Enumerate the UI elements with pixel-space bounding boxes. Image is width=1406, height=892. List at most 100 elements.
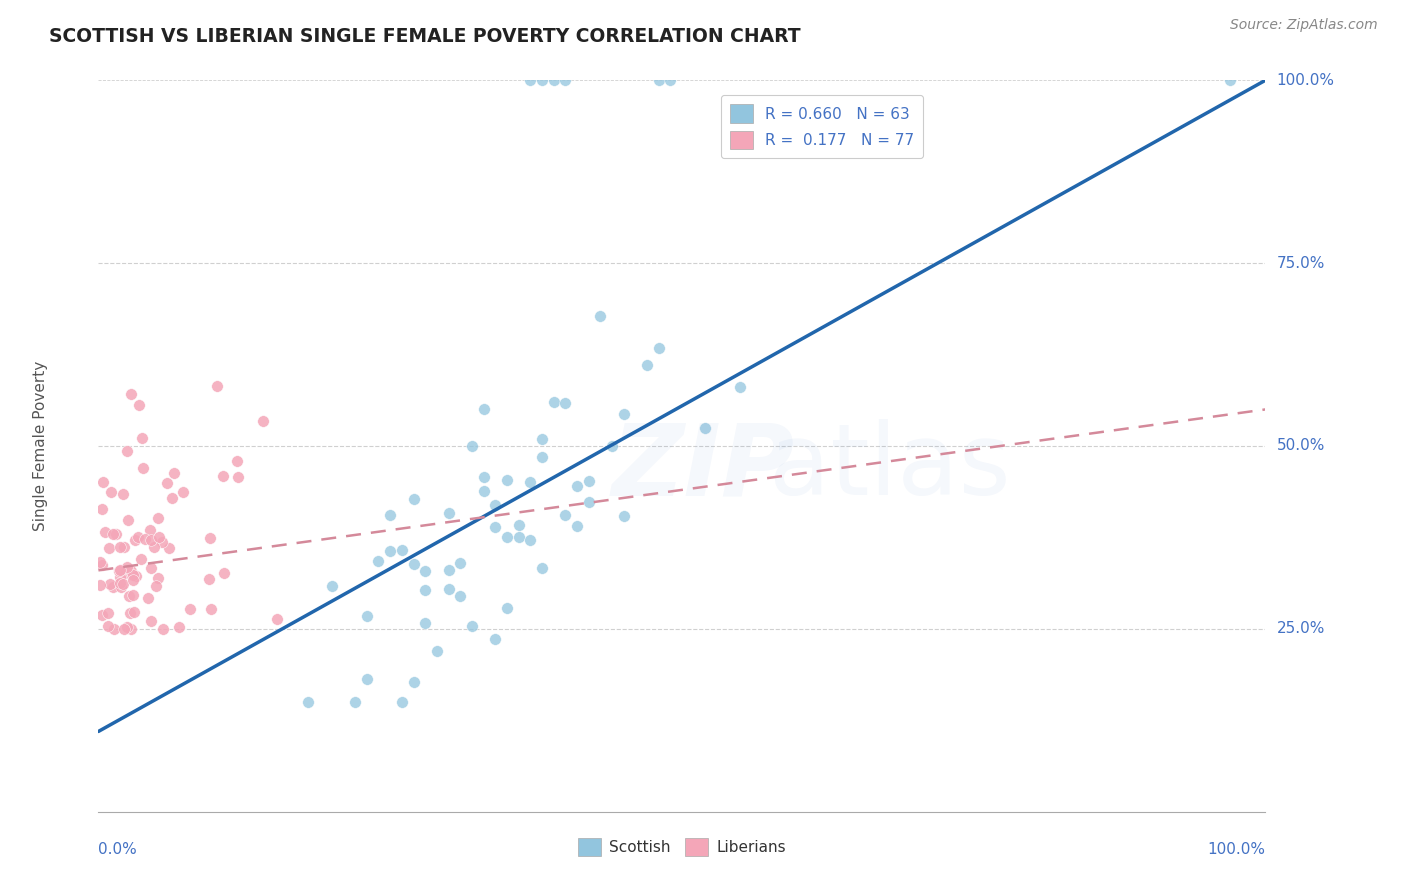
Point bbox=[132, 460, 155, 475]
Point bbox=[150, 535, 173, 549]
Point bbox=[97, 619, 120, 633]
Point bbox=[157, 541, 180, 555]
Point bbox=[139, 614, 162, 628]
Point bbox=[413, 564, 436, 578]
Point bbox=[112, 577, 135, 591]
Point bbox=[107, 565, 129, 579]
Point bbox=[565, 519, 588, 533]
Point bbox=[115, 560, 138, 574]
Point bbox=[413, 616, 436, 631]
Text: 50.0%: 50.0% bbox=[1277, 439, 1324, 453]
Point bbox=[98, 577, 121, 591]
Point bbox=[122, 574, 145, 588]
Text: ZIP: ZIP bbox=[612, 419, 794, 516]
Point bbox=[461, 619, 484, 633]
Point bbox=[437, 506, 460, 520]
Point bbox=[90, 501, 112, 516]
Point bbox=[554, 508, 576, 522]
Point bbox=[115, 620, 138, 634]
Point bbox=[103, 622, 125, 636]
Point bbox=[124, 605, 146, 619]
Point bbox=[228, 470, 250, 484]
Point bbox=[344, 695, 367, 709]
Point bbox=[449, 556, 471, 570]
Point bbox=[139, 523, 162, 537]
Point bbox=[118, 607, 141, 621]
Point bbox=[90, 608, 112, 623]
Point bbox=[266, 612, 288, 626]
Point bbox=[437, 563, 460, 577]
Point bbox=[124, 569, 146, 583]
Point bbox=[659, 73, 682, 87]
Point bbox=[100, 484, 122, 499]
Point bbox=[91, 558, 114, 572]
Point bbox=[449, 589, 471, 603]
Point bbox=[112, 540, 135, 554]
Point bbox=[367, 554, 389, 568]
Point bbox=[402, 674, 425, 689]
Point bbox=[122, 588, 145, 602]
Point bbox=[200, 601, 222, 615]
Point bbox=[530, 73, 553, 87]
Point bbox=[437, 582, 460, 596]
Point bbox=[127, 530, 149, 544]
Point bbox=[472, 484, 495, 499]
Point bbox=[118, 590, 141, 604]
Point bbox=[163, 466, 186, 480]
Point bbox=[613, 508, 636, 523]
Point bbox=[508, 518, 530, 533]
Point bbox=[391, 695, 413, 709]
Point bbox=[148, 530, 170, 544]
Text: 75.0%: 75.0% bbox=[1277, 256, 1324, 270]
Point bbox=[112, 487, 135, 501]
Text: SCOTTISH VS LIBERIAN SINGLE FEMALE POVERTY CORRELATION CHART: SCOTTISH VS LIBERIAN SINGLE FEMALE POVER… bbox=[49, 27, 801, 45]
Point bbox=[484, 519, 506, 533]
Point bbox=[108, 540, 131, 554]
Point bbox=[380, 544, 402, 558]
Point bbox=[600, 439, 623, 453]
Point bbox=[543, 395, 565, 409]
Point bbox=[108, 570, 131, 584]
Point bbox=[134, 532, 156, 546]
Point bbox=[391, 542, 413, 557]
Point bbox=[198, 572, 221, 586]
Point bbox=[496, 473, 519, 487]
Point bbox=[91, 475, 114, 489]
Point bbox=[519, 475, 541, 490]
Point bbox=[120, 564, 142, 578]
Point bbox=[484, 498, 506, 512]
Point bbox=[101, 580, 124, 594]
Point bbox=[530, 561, 553, 575]
Point bbox=[167, 619, 190, 633]
Point bbox=[543, 73, 565, 87]
Point bbox=[1219, 73, 1241, 87]
Point bbox=[472, 402, 495, 417]
Point bbox=[413, 583, 436, 598]
Point bbox=[508, 530, 530, 544]
Point bbox=[112, 622, 135, 636]
Point bbox=[138, 591, 160, 605]
Point bbox=[321, 579, 343, 593]
Point bbox=[152, 622, 174, 636]
Point bbox=[225, 454, 247, 468]
Point bbox=[205, 379, 228, 393]
Point bbox=[356, 672, 378, 686]
Point bbox=[145, 579, 167, 593]
Point bbox=[578, 474, 600, 488]
Point bbox=[105, 526, 128, 541]
Point bbox=[115, 443, 138, 458]
Text: Single Female Poverty: Single Female Poverty bbox=[32, 361, 48, 531]
Point bbox=[519, 73, 541, 87]
Point bbox=[141, 561, 163, 575]
Point bbox=[472, 470, 495, 484]
Point bbox=[636, 358, 658, 372]
Point bbox=[647, 341, 669, 355]
Point bbox=[143, 541, 166, 555]
Point bbox=[128, 398, 150, 412]
Point bbox=[162, 491, 184, 506]
Point bbox=[120, 387, 142, 401]
Point bbox=[156, 475, 179, 490]
Point bbox=[613, 407, 636, 421]
Point bbox=[120, 622, 142, 636]
Point bbox=[103, 526, 125, 541]
